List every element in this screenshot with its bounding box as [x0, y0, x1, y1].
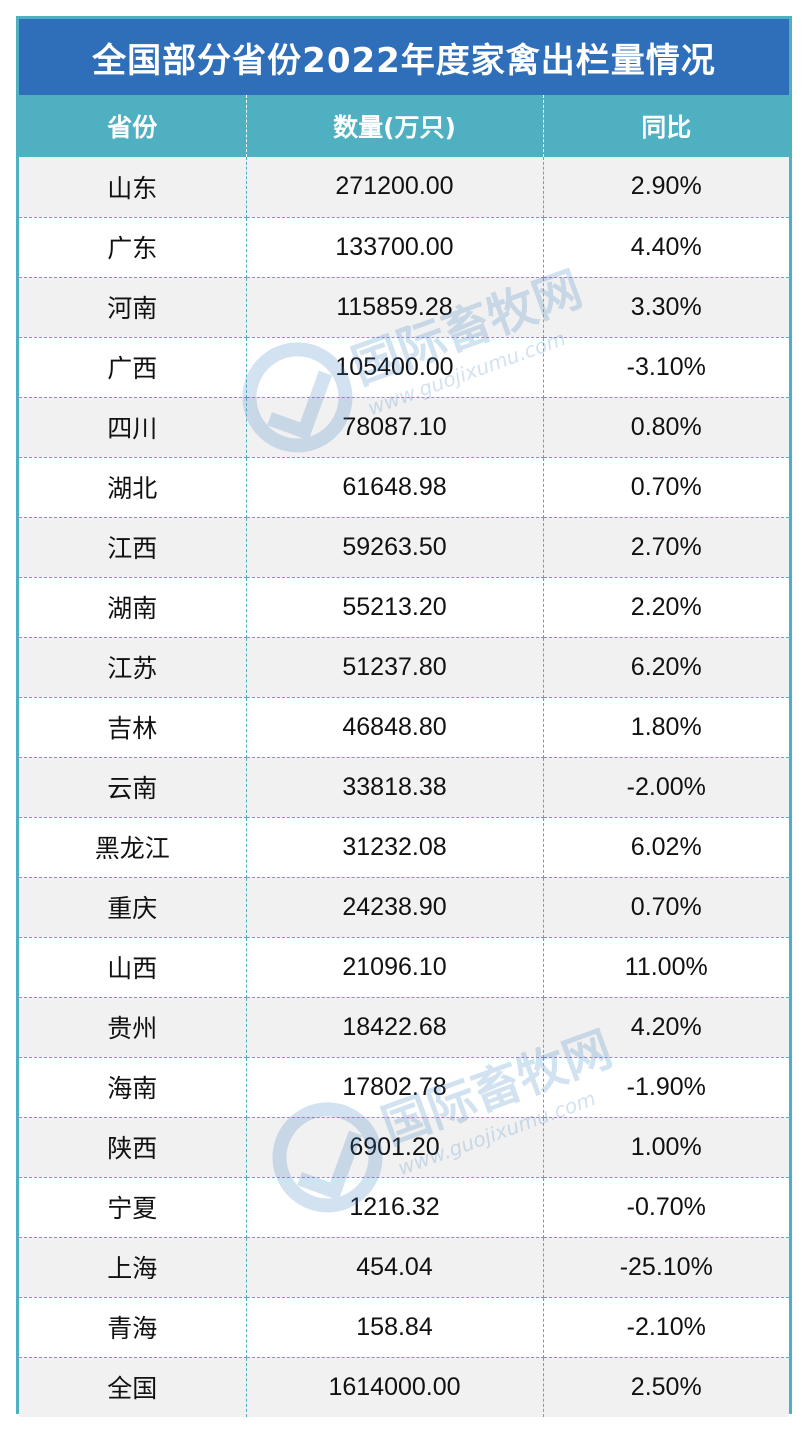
cell-quantity: 59263.50: [246, 517, 544, 578]
cell-yoy: 3.30%: [543, 277, 789, 338]
cell-yoy: -1.90%: [543, 1057, 789, 1118]
cell-yoy: 2.90%: [543, 157, 789, 218]
cell-quantity: 133700.00: [246, 217, 544, 278]
table-row: 宁夏 1216.32 -0.70%: [19, 1177, 789, 1238]
cell-quantity: 158.84: [246, 1297, 544, 1358]
cell-quantity: 78087.10: [246, 397, 544, 458]
cell-yoy: 1.80%: [543, 697, 789, 758]
cell-province: 黑龙江: [19, 817, 247, 878]
cell-province: 青海: [19, 1297, 247, 1358]
table-row: 江西 59263.50 2.70%: [19, 517, 789, 578]
table-row: 山东 271200.00 2.90%: [19, 157, 789, 218]
cell-quantity: 6901.20: [246, 1117, 544, 1178]
table-row: 贵州 18422.68 4.20%: [19, 997, 789, 1058]
cell-quantity: 51237.80: [246, 637, 544, 698]
cell-yoy: -2.00%: [543, 757, 789, 818]
table-row: 上海 454.04 -25.10%: [19, 1237, 789, 1298]
cell-quantity: 115859.28: [246, 277, 544, 338]
cell-yoy: 2.70%: [543, 517, 789, 578]
header-quantity: 数量(万只): [246, 95, 544, 157]
cell-province: 上海: [19, 1237, 247, 1298]
table-row: 重庆 24238.90 0.70%: [19, 877, 789, 938]
cell-quantity: 21096.10: [246, 937, 544, 998]
cell-province: 全国: [19, 1357, 247, 1417]
table-row: 河南 115859.28 3.30%: [19, 277, 789, 338]
cell-yoy: 6.20%: [543, 637, 789, 698]
table-row: 广东 133700.00 4.40%: [19, 217, 789, 278]
table-row: 青海 158.84 -2.10%: [19, 1297, 789, 1358]
cell-province: 湖南: [19, 577, 247, 638]
cell-province: 江西: [19, 517, 247, 578]
table-row: 广西 105400.00 -3.10%: [19, 337, 789, 398]
cell-yoy: 4.40%: [543, 217, 789, 278]
table-row: 四川 78087.10 0.80%: [19, 397, 789, 458]
cell-yoy: 6.02%: [543, 817, 789, 878]
cell-province: 贵州: [19, 997, 247, 1058]
cell-province: 广东: [19, 217, 247, 278]
cell-yoy: 2.20%: [543, 577, 789, 638]
data-table: 省份 数量(万只) 同比 山东 271200.00 2.90% 广东 133700.00…: [19, 95, 789, 1417]
cell-province: 江苏: [19, 637, 247, 698]
cell-province: 重庆: [19, 877, 247, 938]
table-header: 省份 数量(万只) 同比: [19, 95, 789, 157]
cell-province: 宁夏: [19, 1177, 247, 1238]
cell-quantity: 61648.98: [246, 457, 544, 518]
cell-yoy: 2.50%: [543, 1357, 789, 1417]
cell-province: 海南: [19, 1057, 247, 1118]
table-row: 云南 33818.38 -2.00%: [19, 757, 789, 818]
cell-province: 湖北: [19, 457, 247, 518]
cell-quantity: 454.04: [246, 1237, 544, 1298]
table-row: 黑龙江 31232.08 6.02%: [19, 817, 789, 878]
table-row: 海南 17802.78 -1.90%: [19, 1057, 789, 1118]
cell-yoy: 0.70%: [543, 457, 789, 518]
cell-province: 四川: [19, 397, 247, 458]
header-province: 省份: [19, 95, 247, 157]
header-yoy: 同比: [543, 95, 789, 157]
cell-yoy: 11.00%: [543, 937, 789, 998]
table-row: 陕西 6901.20 1.00%: [19, 1117, 789, 1178]
cell-quantity: 46848.80: [246, 697, 544, 758]
page-title: 全国部分省份2022年度家禽出栏量情况: [19, 19, 789, 95]
cell-quantity: 55213.20: [246, 577, 544, 638]
table-body: 山东 271200.00 2.90% 广东 133700.00 4.40% 河南 115859…: [19, 157, 789, 1417]
table-row: 湖南 55213.20 2.20%: [19, 577, 789, 638]
cell-province: 山西: [19, 937, 247, 998]
table-row: 山西 21096.10 11.00%: [19, 937, 789, 998]
cell-province: 河南: [19, 277, 247, 338]
cell-province: 云南: [19, 757, 247, 818]
table-row: 江苏 51237.80 6.20%: [19, 637, 789, 698]
cell-yoy: -0.70%: [543, 1177, 789, 1238]
cell-quantity: 105400.00: [246, 337, 544, 398]
cell-yoy: 1.00%: [543, 1117, 789, 1178]
cell-quantity: 271200.00: [246, 157, 544, 218]
cell-province: 吉林: [19, 697, 247, 758]
cell-province: 陕西: [19, 1117, 247, 1178]
cell-yoy: -25.10%: [543, 1237, 789, 1298]
cell-province: 广西: [19, 337, 247, 398]
header-row: 省份 数量(万只) 同比: [19, 95, 789, 157]
cell-quantity: 1614000.00: [246, 1357, 544, 1417]
cell-yoy: 4.20%: [543, 997, 789, 1058]
cell-yoy: -3.10%: [543, 337, 789, 398]
table-row: 全国 1614000.00 2.50%: [19, 1357, 789, 1417]
table-frame: 全国部分省份2022年度家禽出栏量情况 省份 数量(万只) 同比 山东 27120…: [16, 16, 792, 1417]
cell-quantity: 33818.38: [246, 757, 544, 818]
cell-province: 山东: [19, 157, 247, 218]
cell-quantity: 18422.68: [246, 997, 544, 1058]
table-row: 吉林 46848.80 1.80%: [19, 697, 789, 758]
cell-quantity: 17802.78: [246, 1057, 544, 1118]
cell-quantity: 24238.90: [246, 877, 544, 938]
table-row: 湖北 61648.98 0.70%: [19, 457, 789, 518]
cell-yoy: -2.10%: [543, 1297, 789, 1358]
cell-quantity: 1216.32: [246, 1177, 544, 1238]
cell-quantity: 31232.08: [246, 817, 544, 878]
cell-yoy: 0.80%: [543, 397, 789, 458]
cell-yoy: 0.70%: [543, 877, 789, 938]
